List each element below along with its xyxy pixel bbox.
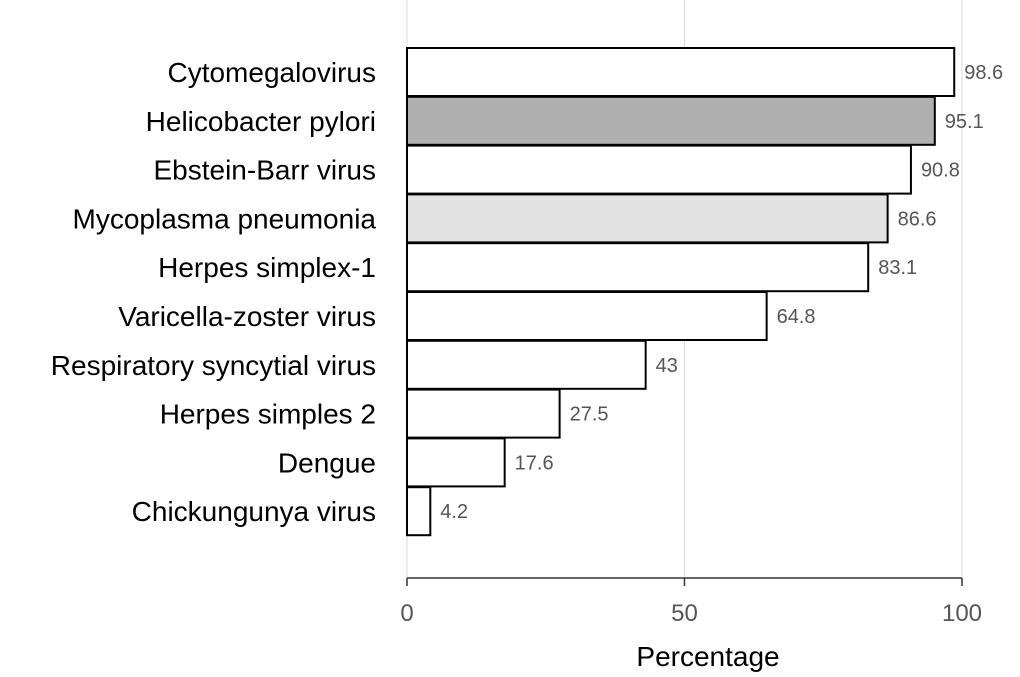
x-tick-label-0: 0 bbox=[400, 600, 413, 627]
bar-1 bbox=[406, 95, 936, 146]
value-label-1: 95.1 bbox=[945, 111, 984, 133]
x-axis: 0 50 100 bbox=[400, 577, 982, 627]
x-tick-label-1: 50 bbox=[671, 600, 698, 627]
category-label-5: Varicella-zoster virus bbox=[118, 301, 376, 332]
bar-8 bbox=[406, 437, 506, 488]
category-label-3: Mycoplasma pneumonia bbox=[73, 203, 377, 234]
value-label-9: 4.2 bbox=[440, 501, 468, 523]
value-label-2: 90.8 bbox=[921, 160, 960, 182]
value-label-0: 98.6 bbox=[964, 62, 1003, 84]
category-label-2: Ebstein-Barr virus bbox=[153, 155, 376, 186]
category-label-0: Cytomegalovirus bbox=[167, 57, 376, 88]
bar-6 bbox=[406, 339, 647, 390]
value-label-5: 64.8 bbox=[777, 306, 816, 328]
value-label-8: 17.6 bbox=[515, 452, 554, 474]
value-label-7: 27.5 bbox=[570, 404, 609, 426]
value-labels: 98.6 95.1 90.8 86.6 83.1 64.8 43 27.5 17.6 4.2 bbox=[440, 62, 1003, 523]
bar-2 bbox=[406, 144, 912, 195]
bar-5 bbox=[406, 291, 768, 341]
value-label-6: 43 bbox=[656, 355, 678, 377]
bar-9 bbox=[406, 486, 432, 537]
category-label-9: Chickungunya virus bbox=[132, 496, 376, 527]
bar-7 bbox=[406, 388, 561, 439]
bars bbox=[406, 47, 956, 537]
value-label-4: 83.1 bbox=[878, 257, 917, 279]
bar-3 bbox=[406, 193, 889, 244]
bar-4 bbox=[406, 242, 870, 293]
category-labels: Cytomegalovirus Helicobacter pylori Ebstei… bbox=[51, 57, 377, 527]
category-label-7: Herpes simples 2 bbox=[160, 399, 376, 430]
category-label-8: Dengue bbox=[278, 447, 376, 478]
x-tick-label-2: 100 bbox=[942, 600, 982, 627]
x-axis-title: Percentage bbox=[636, 641, 779, 672]
category-label-1: Helicobacter pylori bbox=[146, 106, 376, 137]
category-label-6: Respiratory syncytial virus bbox=[51, 350, 376, 381]
bar-0 bbox=[406, 47, 956, 97]
category-label-4: Herpes simplex-1 bbox=[158, 252, 376, 283]
value-label-3: 86.6 bbox=[898, 208, 937, 230]
